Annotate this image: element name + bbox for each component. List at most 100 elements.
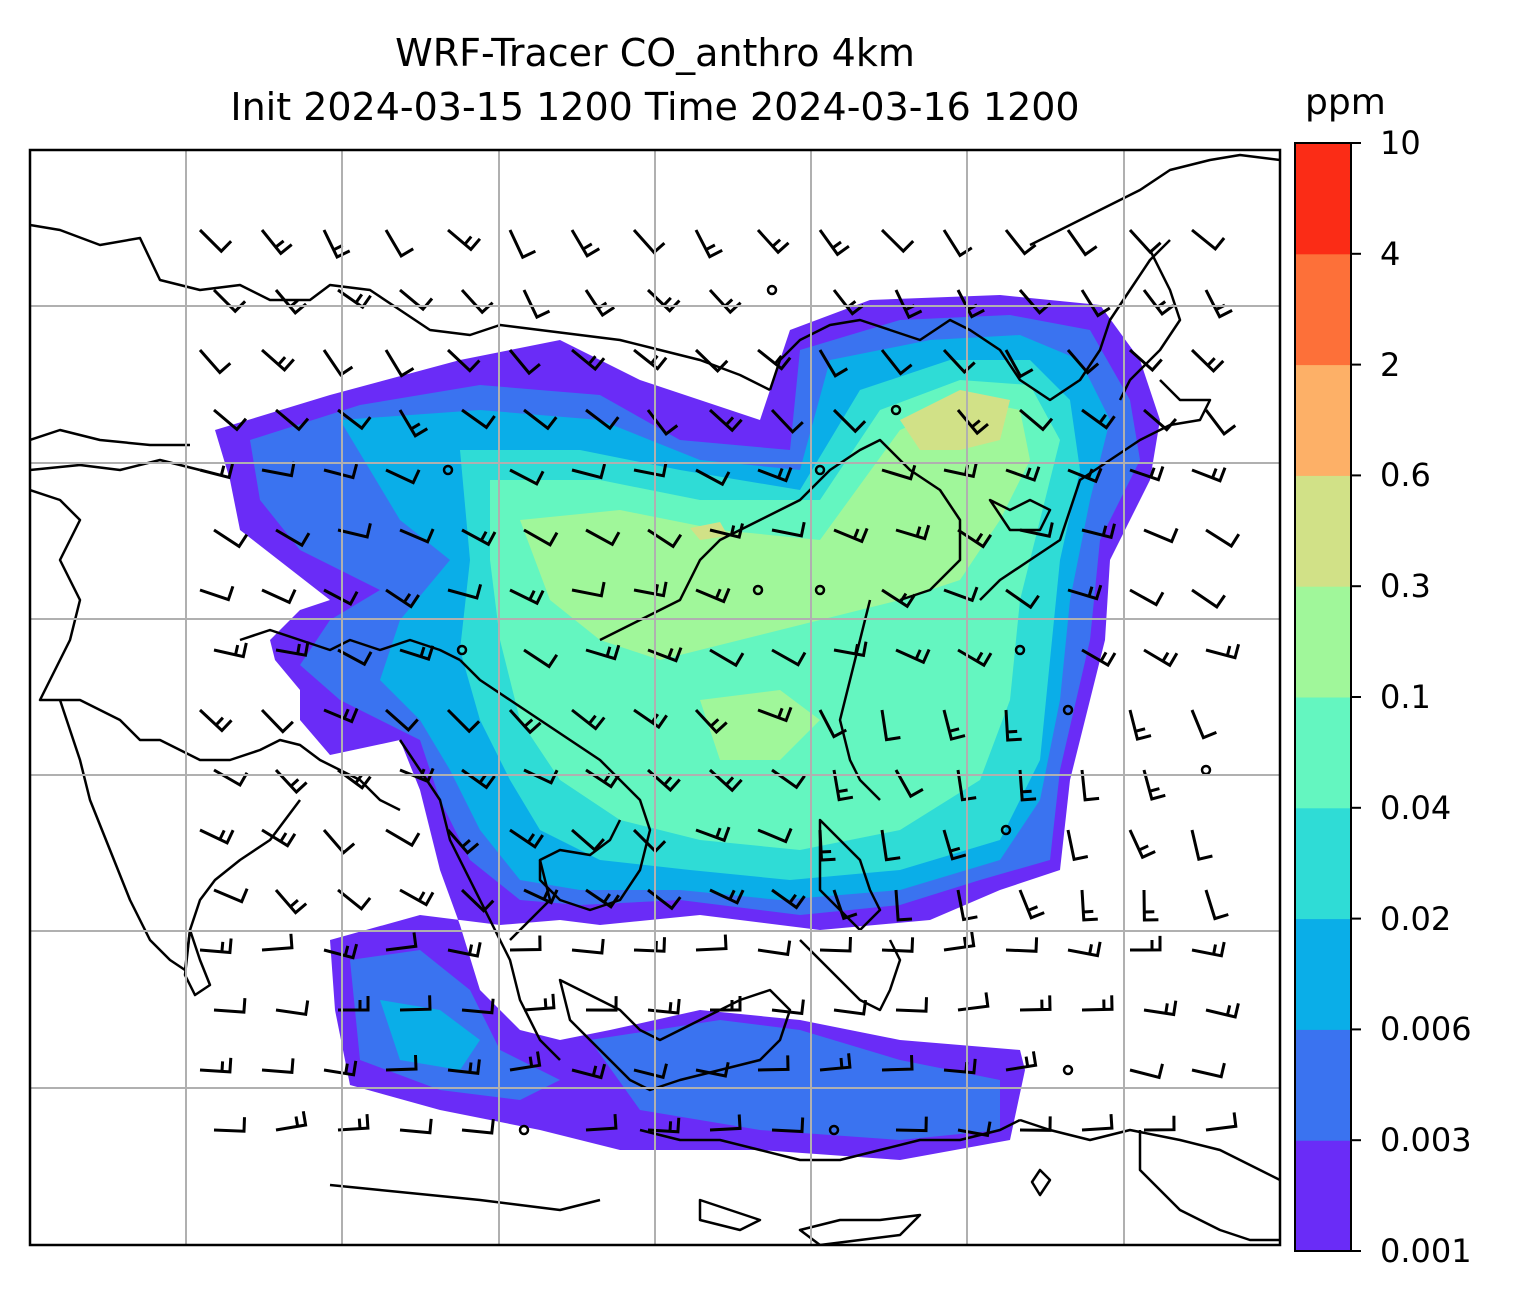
wind-barb	[571, 708, 606, 731]
wind-barb	[1204, 409, 1237, 436]
colorbar-tick-label: 0.04	[1380, 788, 1452, 827]
wind-barb	[1129, 588, 1165, 607]
colorbar-tick-label: 4	[1380, 234, 1401, 273]
calm-wind-marker	[1014, 644, 1026, 656]
wind-barb	[895, 1116, 928, 1133]
wind-barb	[1128, 709, 1152, 741]
wind-barb	[1142, 769, 1166, 801]
wind-barb	[880, 349, 913, 376]
wind-barb	[771, 1117, 805, 1134]
wind-barb	[213, 888, 249, 904]
wind-barb	[213, 997, 247, 1014]
wind-barb	[695, 1061, 730, 1078]
wind-barb	[942, 709, 966, 741]
wind-barb	[198, 228, 233, 254]
wind-barb	[942, 829, 967, 861]
wind-barb	[447, 228, 482, 252]
wind-barb	[570, 229, 601, 258]
colorbar-segment	[1295, 475, 1351, 587]
wind-barb	[508, 229, 537, 260]
wind-barb	[818, 709, 847, 739]
wind-barb	[509, 468, 545, 486]
wind-barb	[1143, 1115, 1176, 1132]
wind-barb	[1080, 889, 1098, 922]
wind-barb	[460, 288, 494, 315]
wind-barb	[337, 523, 372, 539]
wind-barb	[322, 349, 354, 377]
wind-barb	[571, 348, 606, 372]
calm-wind-marker	[518, 1124, 530, 1136]
wind-barb	[461, 408, 496, 430]
wind-barb	[213, 1117, 246, 1133]
wind-barb	[894, 769, 924, 799]
wind-barb	[694, 348, 729, 374]
wind-barb	[522, 289, 551, 320]
wind-barb	[694, 708, 728, 735]
wind-barb	[832, 889, 858, 921]
coastlines	[30, 153, 1280, 1245]
wind-barb	[632, 229, 666, 255]
wind-barb	[1081, 995, 1114, 1012]
wind-barb	[757, 706, 793, 723]
colorbar-tick-label: 0.02	[1380, 899, 1452, 938]
calm-wind-marker	[752, 584, 764, 596]
wind-barb	[709, 1114, 742, 1132]
wind-barb	[523, 993, 556, 1012]
wind-barb	[585, 644, 621, 661]
map-title-line2: Init 2024-03-15 1200 Time 2024-03-16 120…	[230, 85, 1080, 129]
wind-barb	[757, 348, 792, 371]
colorbar-units: ppm	[1305, 82, 1386, 123]
wind-barb	[709, 523, 744, 539]
wind-barb	[757, 467, 793, 483]
wind-barb	[585, 888, 620, 909]
wind-barb	[1081, 408, 1116, 430]
map-frame	[28, 148, 1282, 1247]
wind-barb	[646, 288, 681, 313]
wind-barb	[523, 408, 558, 431]
wind-barb	[881, 1055, 914, 1072]
wind-barb	[757, 940, 792, 957]
wind-barb	[894, 889, 913, 922]
wind-barb	[460, 888, 495, 913]
wind-barb	[771, 521, 806, 538]
wind-barb	[261, 1058, 295, 1075]
wind-barb	[199, 1057, 233, 1074]
calm-wind-marker	[1000, 824, 1012, 836]
wind-barb	[275, 1000, 310, 1016]
wind-barb	[832, 769, 854, 802]
wind-barb	[323, 588, 359, 607]
wind-barb	[1066, 349, 1100, 375]
colorbar-tick-label: 0.003	[1380, 1121, 1472, 1160]
wind-barb	[323, 463, 359, 480]
wind-barb	[385, 1054, 418, 1072]
wind-barb	[585, 1114, 618, 1132]
wind-barb	[213, 528, 249, 549]
wind-barb	[261, 348, 295, 373]
wind-barb	[1019, 408, 1054, 432]
wind-barb	[385, 828, 421, 848]
wind-barb	[1128, 228, 1162, 255]
colorbar-tick-label: 0.001	[1380, 1232, 1472, 1270]
wind-barb	[261, 933, 294, 952]
wind-barb	[895, 648, 931, 665]
wind-barb	[1067, 584, 1103, 601]
wind-barb	[399, 767, 435, 784]
calm-wind-marker	[1200, 764, 1212, 776]
wind-barb	[275, 528, 311, 548]
wind-barb	[199, 938, 233, 955]
calm-wind-marker	[442, 464, 454, 476]
wind-barb	[508, 349, 541, 376]
wind-barb	[385, 588, 420, 609]
wind-barb	[446, 348, 481, 373]
wind-barb	[385, 708, 419, 733]
wind-barb	[1190, 829, 1213, 862]
wind-barb	[881, 937, 915, 953]
wind-barb	[1005, 937, 1039, 953]
wind-barb	[274, 889, 308, 915]
colorbar-segment	[1295, 807, 1351, 920]
wind-barb	[322, 229, 351, 260]
colorbar-tick-label: 0.6	[1380, 456, 1431, 495]
wind-barb	[1005, 1051, 1038, 1072]
wind-barb	[832, 289, 865, 316]
